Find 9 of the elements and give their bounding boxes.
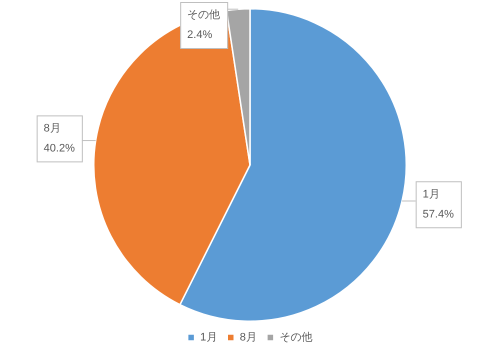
legend-label: 1月 (200, 332, 218, 344)
slice-label: その他 (187, 9, 220, 22)
data-label: 57.4% (422, 208, 454, 220)
slice-label: 1月 (422, 188, 440, 200)
legend-label: 8月 (240, 332, 257, 344)
data-label: 2.4% (187, 29, 212, 42)
legend-label: その他 (279, 332, 312, 344)
data-label: 40.2% (44, 142, 76, 154)
slice-label: 8月 (44, 122, 61, 134)
